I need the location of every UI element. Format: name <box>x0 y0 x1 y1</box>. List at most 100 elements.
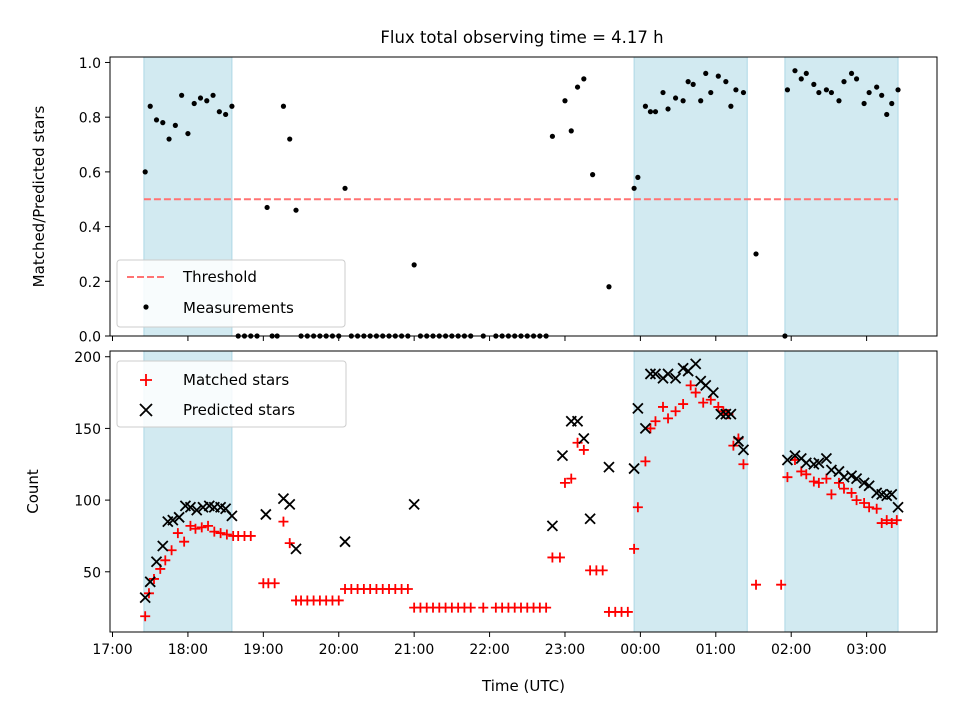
measurement-point <box>889 100 895 107</box>
measurement-point <box>147 103 153 109</box>
measurement-point <box>562 98 568 104</box>
axes-frame <box>109 56 938 337</box>
predicted-stars-point <box>725 408 737 420</box>
legend-measurements-label: Measurements <box>183 299 294 317</box>
legend-predicted-swatch <box>139 403 153 417</box>
matched-stars-point <box>678 399 689 410</box>
matched-stars-point <box>140 611 151 622</box>
measurement-point <box>342 185 348 191</box>
measurement-point <box>803 70 809 77</box>
measurement-point <box>685 79 691 85</box>
measurement-point <box>836 98 842 104</box>
matched-stars-point <box>698 397 709 408</box>
predicted-stars-point <box>737 444 750 456</box>
matched-stars-point <box>597 565 608 576</box>
predicted-stars-point <box>690 358 702 370</box>
predicted-stars-point <box>284 498 296 511</box>
bottom-panel: 50 100 150 200 17:00 18:00 19:00 20:00 21:00 22:0… <box>24 350 938 695</box>
measurement-point <box>723 79 729 85</box>
measurement-point <box>574 84 581 90</box>
matched-stars-point <box>650 416 661 427</box>
matched-stars-point <box>215 528 226 539</box>
predicted-stars-point <box>260 508 272 521</box>
measurement-point <box>229 103 235 109</box>
y-tick-label: 0.6 <box>79 165 101 181</box>
matched-stars-point <box>559 477 570 488</box>
y-tick-label: 150 <box>74 422 101 438</box>
measurement-point <box>172 122 178 128</box>
measurement-point <box>549 133 556 139</box>
measurement-point <box>210 92 216 98</box>
measurement-point <box>784 87 791 93</box>
legend-matched-label: Matched stars <box>183 371 289 389</box>
measurement-point <box>287 136 293 142</box>
matched-stars-point <box>713 401 724 412</box>
measurement-point <box>728 103 734 109</box>
predicted-stars-point <box>556 450 569 462</box>
matched-stars-point <box>705 394 716 405</box>
predicted-stars-point <box>649 368 662 380</box>
measurement-point <box>631 185 637 191</box>
axes-frame <box>109 350 938 633</box>
matched-stars-point <box>245 530 256 541</box>
matched-stars-point <box>172 528 183 539</box>
matched-stars-point <box>190 523 201 534</box>
shaded-window <box>633 56 748 337</box>
x-tick-label: 00:00 <box>620 642 660 658</box>
matched-stars-point <box>738 459 749 470</box>
measurement-point <box>828 89 835 96</box>
measurement-point <box>142 169 148 175</box>
matched-stars-point <box>851 495 862 506</box>
measurement-point <box>703 70 709 77</box>
measurement-point <box>879 92 885 98</box>
predicted-stars-point <box>584 513 596 525</box>
matched-stars-point <box>333 595 344 606</box>
matched-stars-point <box>402 583 413 594</box>
measurement-point <box>792 68 798 74</box>
predicted-stars-point <box>886 488 898 501</box>
measurement-point <box>568 128 574 134</box>
predicted-stars-point <box>226 510 238 522</box>
shaded-window <box>784 350 899 633</box>
measurement-point <box>733 87 739 93</box>
predicted-stars-point <box>813 457 825 469</box>
matched-stars-point <box>622 606 633 617</box>
matched-stars-point <box>864 502 875 513</box>
measurement-point <box>652 109 659 115</box>
y-tick-label: 50 <box>83 565 101 581</box>
measurement-point <box>861 100 867 107</box>
predicted-stars-point <box>157 540 169 552</box>
predicted-stars-point <box>408 498 420 511</box>
measurement-point <box>153 117 160 123</box>
measurement-point <box>590 172 596 178</box>
x-tick-label: 18:00 <box>168 642 208 658</box>
legend-threshold-label: Threshold <box>182 268 257 286</box>
y-tick-label: 0.4 <box>79 220 101 236</box>
shaded-window <box>784 56 899 337</box>
matched-stars-point <box>813 477 824 488</box>
measurement-point <box>690 81 696 87</box>
predicted-stars-point <box>732 435 745 447</box>
x-tick-label: 20:00 <box>319 642 359 658</box>
matched-stars-point <box>876 518 887 529</box>
y-tick-label: 200 <box>74 350 101 366</box>
matched-stars-point <box>478 602 489 613</box>
predicted-stars-point <box>662 368 674 380</box>
predicted-stars-point <box>173 511 185 523</box>
predicted-stars-point <box>628 462 640 475</box>
x-tick-label: 02:00 <box>771 642 811 658</box>
x-axis-label: Time (UTC) <box>481 677 565 695</box>
predicted-stars-point <box>339 536 351 548</box>
measurement-point <box>798 76 804 82</box>
measurement-point <box>204 98 210 104</box>
y-tick-label: 100 <box>74 494 101 510</box>
x-tick-label: 17:00 <box>92 642 132 658</box>
matched-stars-point <box>179 536 190 547</box>
legend-matched-swatch <box>140 374 152 386</box>
measurement-point <box>740 89 747 96</box>
measurement-point <box>293 207 299 213</box>
predicted-stars-point <box>144 576 156 588</box>
predicted-stars-point <box>578 432 590 445</box>
predicted-stars-point <box>571 415 584 427</box>
